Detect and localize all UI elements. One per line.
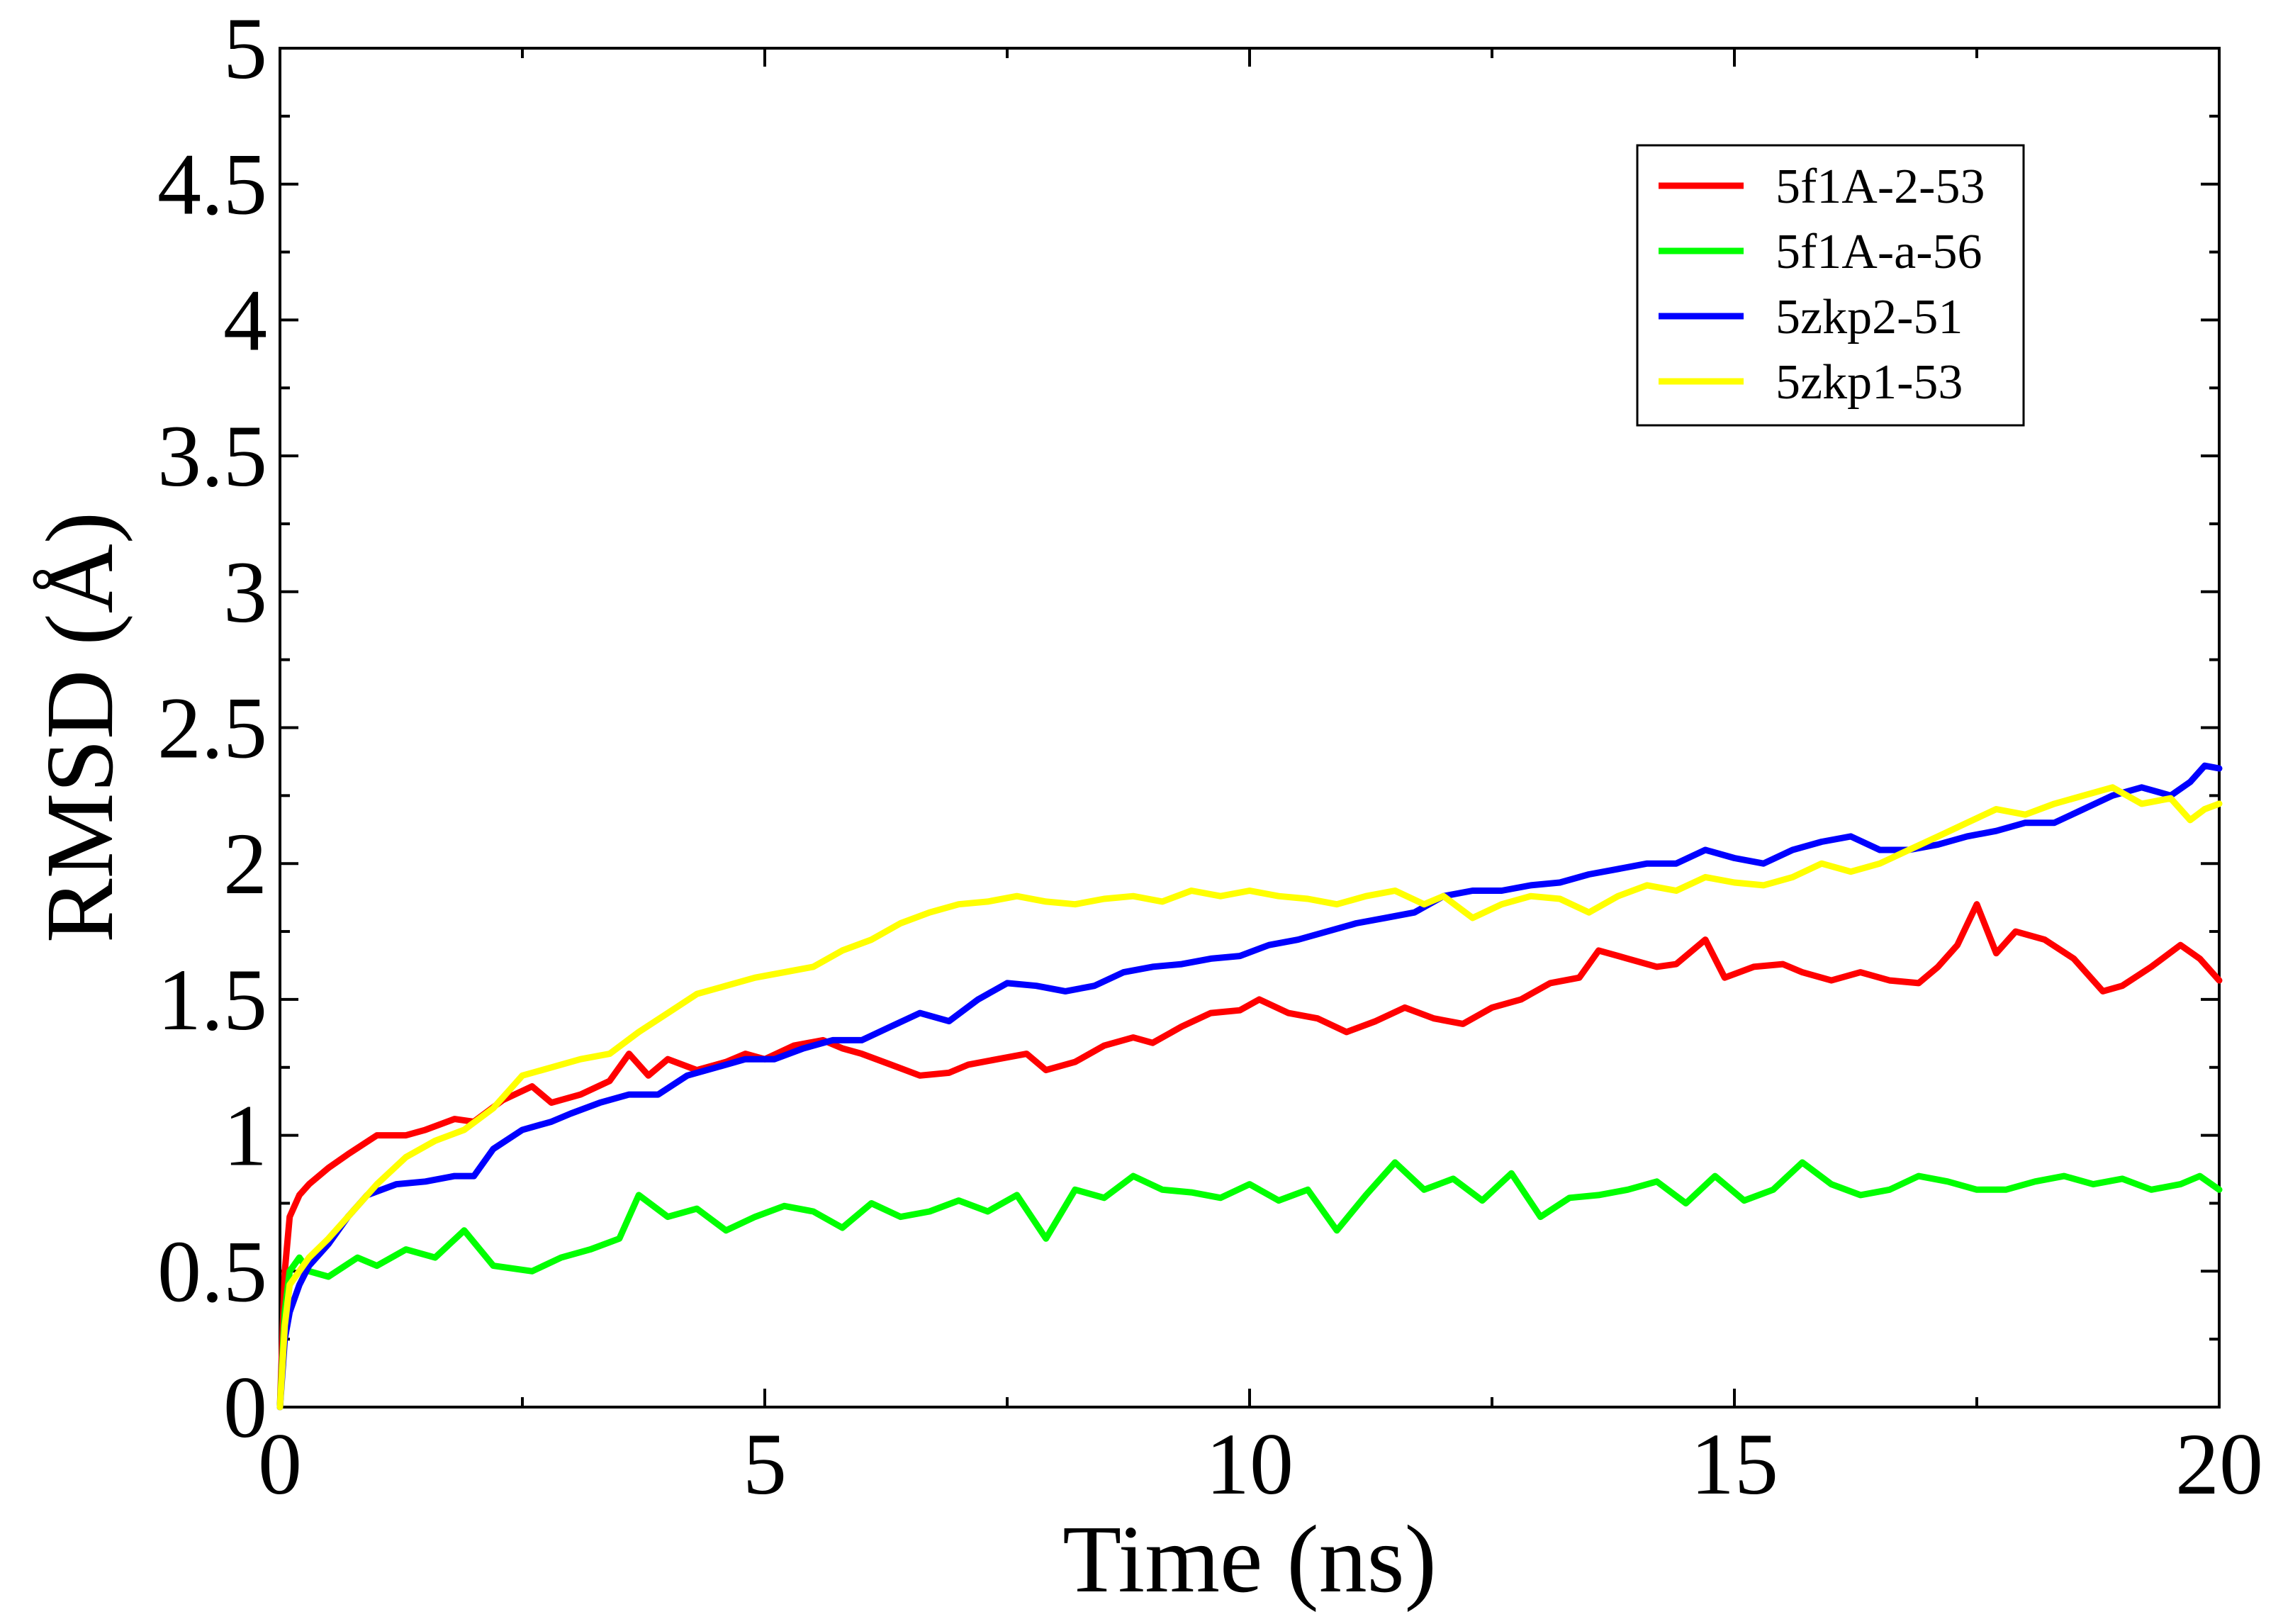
series-line-5f1A-2-53 bbox=[276, 901, 2223, 1411]
series-line-5zkp1-53 bbox=[276, 784, 2223, 1411]
legend-label: 5zkp1-53 bbox=[1776, 355, 1963, 410]
series-lines bbox=[276, 762, 2223, 1411]
y-tick-label: 4 bbox=[223, 271, 267, 369]
x-tick-label: 0 bbox=[258, 1416, 302, 1513]
y-tick-label: 0 bbox=[223, 1359, 267, 1456]
legend-label: 5f1A-2-53 bbox=[1776, 159, 1985, 214]
y-axis-title: RMSD (Å) bbox=[27, 512, 133, 943]
legend: 5f1A-2-53 5f1A-a-56 5zkp2-51 5zkp1-53 bbox=[1636, 144, 2025, 427]
x-tick-label: 10 bbox=[1206, 1416, 1294, 1513]
y-tick-label: 2.5 bbox=[157, 680, 267, 777]
x-tick-label: 5 bbox=[743, 1416, 787, 1513]
y-tick-label: 4.5 bbox=[157, 136, 267, 233]
y-tick-label: 2 bbox=[223, 815, 267, 912]
x-tick-label: 15 bbox=[1690, 1416, 1778, 1513]
y-tick-label: 3 bbox=[223, 544, 267, 641]
y-tick-label: 0.5 bbox=[157, 1223, 267, 1320]
x-axis-title: Time (ns) bbox=[1062, 1506, 1437, 1613]
y-tick-label: 1.5 bbox=[157, 951, 267, 1048]
y-tick-label: 5 bbox=[223, 0, 267, 97]
y-tick-label: 3.5 bbox=[157, 408, 267, 505]
y-tick-label: 1 bbox=[223, 1087, 267, 1185]
legend-label: 5f1A-a-56 bbox=[1776, 225, 1982, 279]
series-line-5f1A-a-56 bbox=[276, 1159, 2223, 1411]
legend-label: 5zkp2-51 bbox=[1776, 290, 1963, 345]
tick-labels: 0 5 10 15 20 0 0.5 1 1.5 2 2.5 3 3.5 4 4.5 5 bbox=[157, 0, 2263, 1513]
x-tick-label: 20 bbox=[2175, 1416, 2263, 1513]
